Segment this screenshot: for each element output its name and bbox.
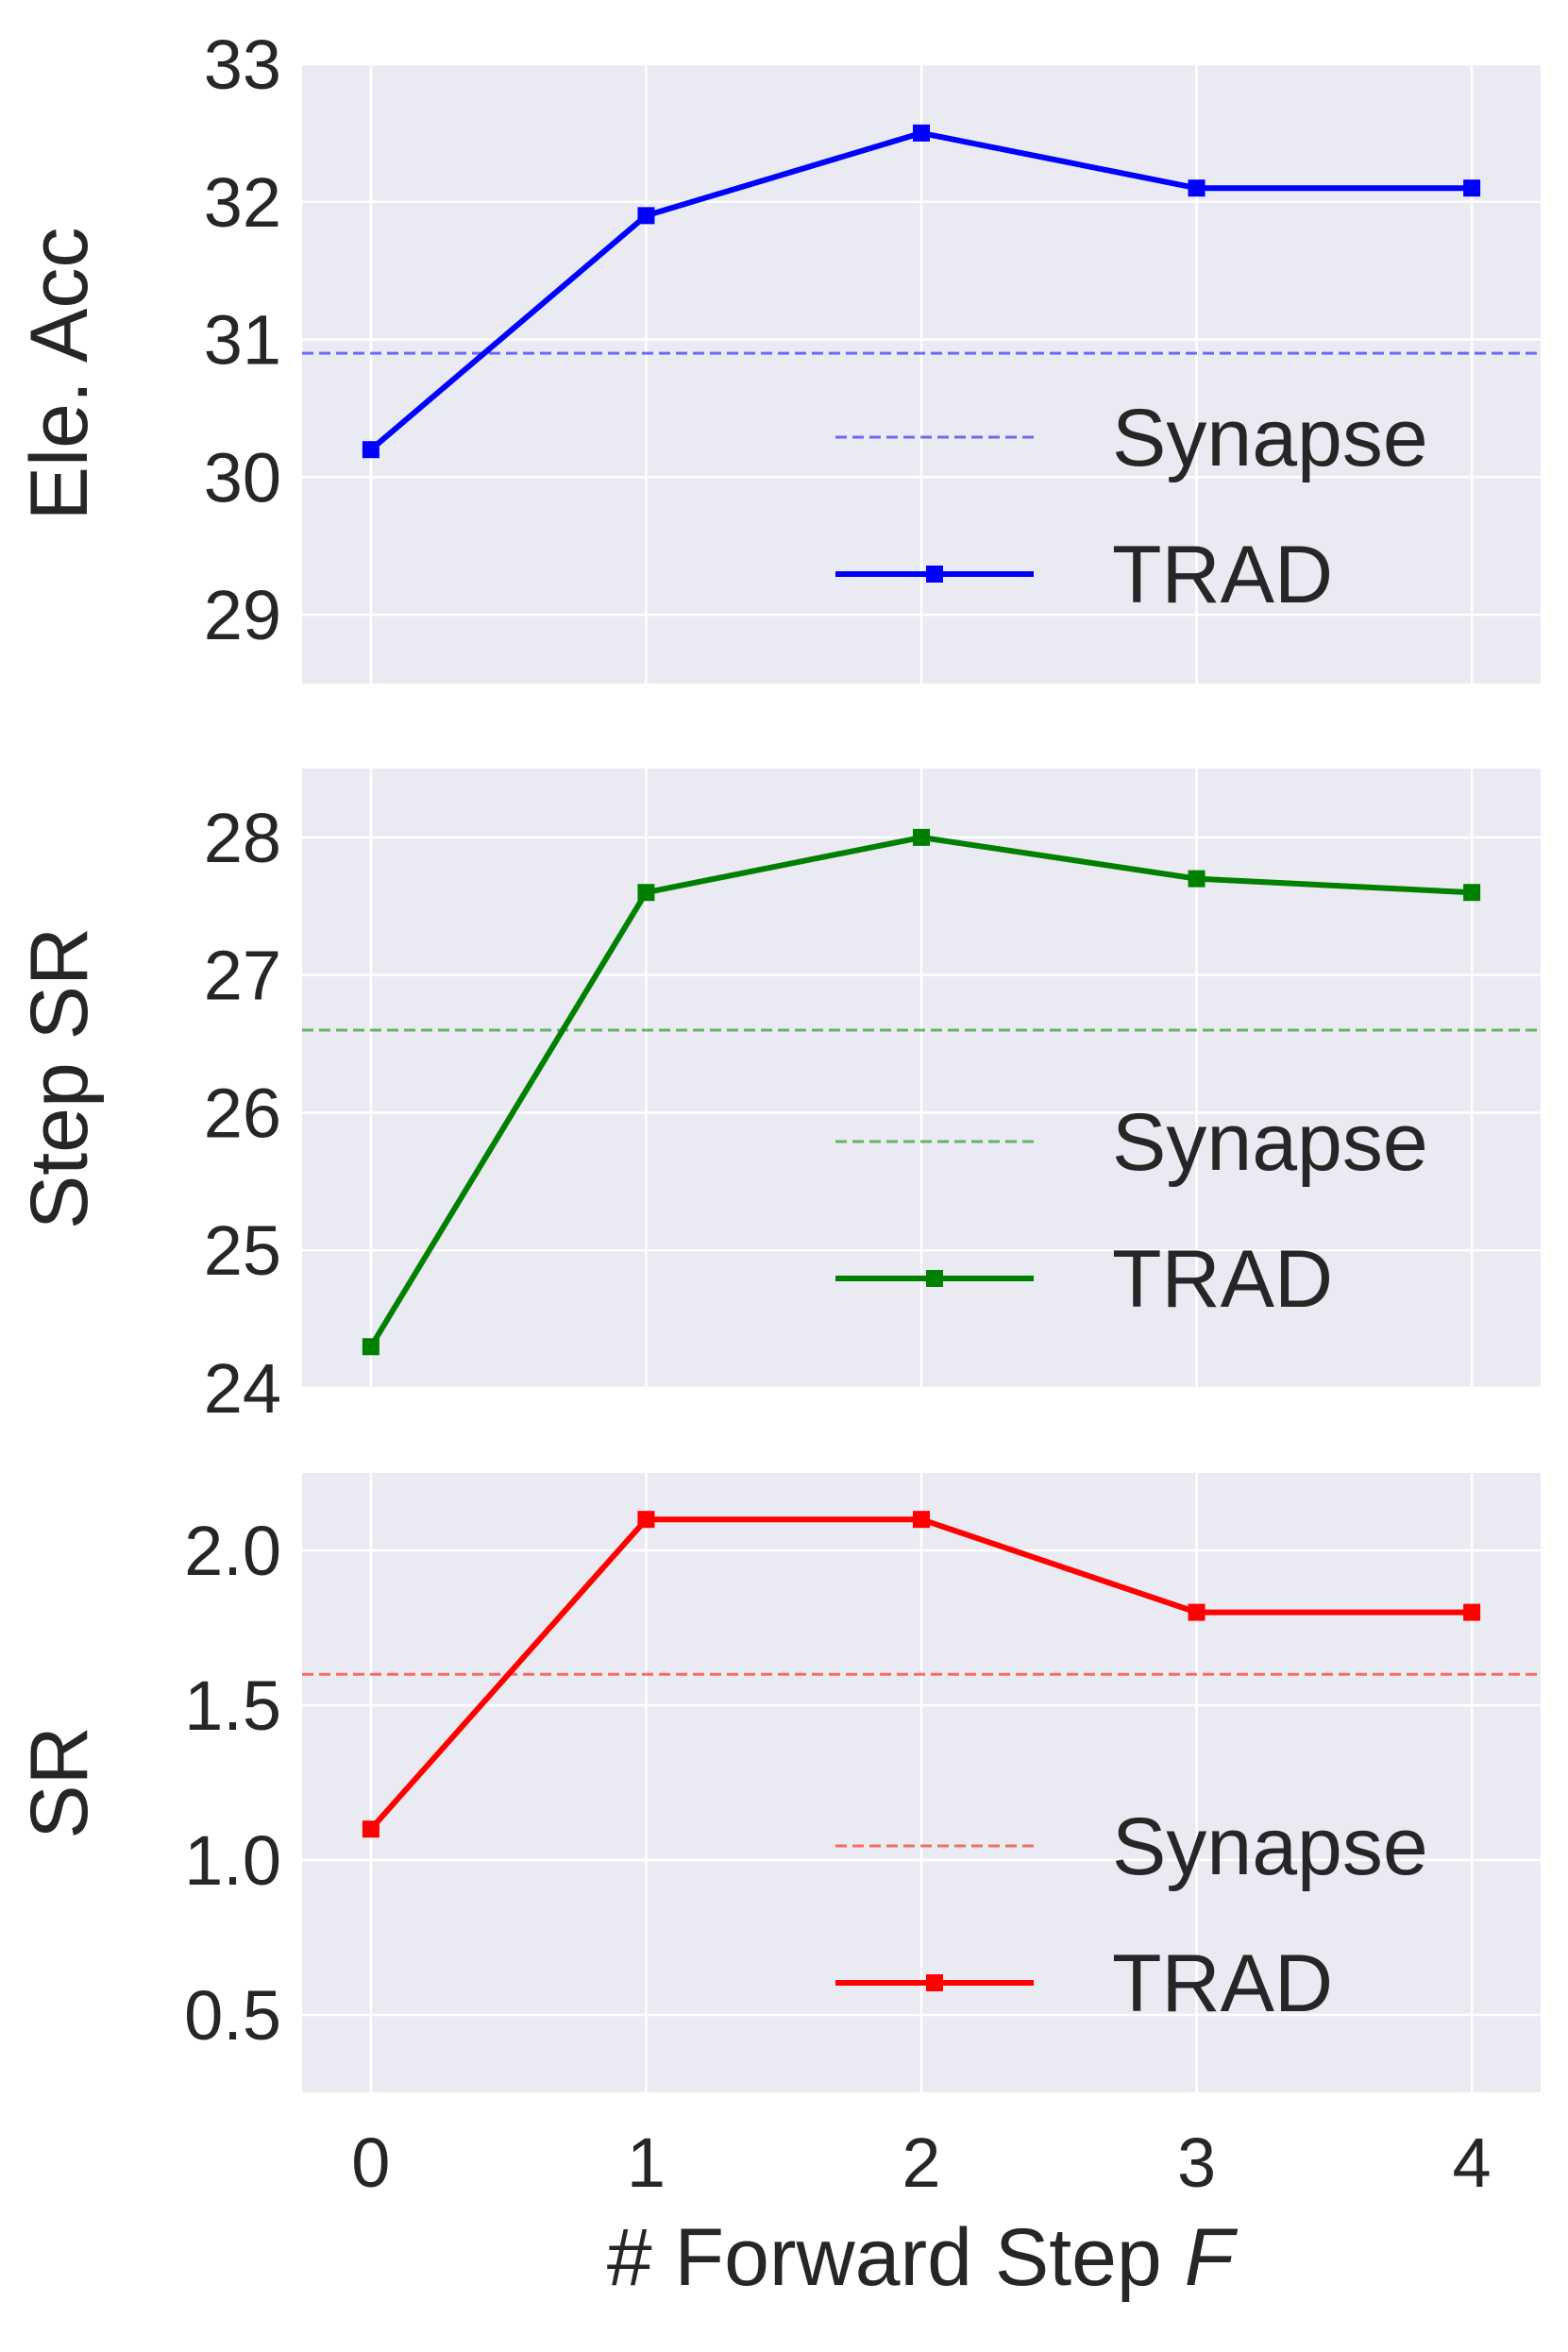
trad-marker: [913, 1511, 930, 1529]
legend-trad-marker: [926, 1974, 943, 1991]
trad-marker: [1188, 870, 1206, 888]
trad-marker: [362, 1820, 379, 1838]
trad-marker: [637, 884, 655, 902]
y-tick-label: 27: [204, 937, 281, 1015]
y-tick-label: 1.0: [184, 1821, 281, 1900]
trad-marker: [1463, 179, 1481, 197]
y-tick-label: 30: [204, 438, 281, 516]
legend-trad-marker: [926, 1270, 943, 1287]
y-axis-label: Ele. Acc: [14, 228, 105, 521]
y-tick-label: 1.5: [184, 1667, 281, 1745]
legend: Synapse TRAD: [835, 393, 1428, 620]
y-tick-label: 28: [204, 799, 281, 877]
x-axis-label-text: # Forward Step: [607, 2212, 1185, 2303]
legend: Synapse TRAD: [835, 1097, 1428, 1325]
panel-1: 29 30 31 32 33 Ele. Acc Synapse TRAD: [14, 25, 1541, 684]
legend-trad-label: TRAD: [1112, 1938, 1333, 2029]
trad-marker: [637, 1511, 655, 1529]
y-tick-label: 33: [204, 25, 281, 104]
x-tick-label: 1: [627, 2124, 666, 2202]
legend-trad-marker: [926, 566, 943, 583]
trad-marker: [1463, 1603, 1481, 1621]
x-axis-label: # Forward Step F: [607, 2212, 1239, 2303]
trad-marker: [913, 828, 930, 846]
y-tick-label: 26: [204, 1074, 281, 1152]
legend-synapse-label: Synapse: [1112, 1802, 1428, 1892]
trad-marker: [362, 1338, 379, 1356]
y-tick-label: 29: [204, 576, 281, 654]
trad-marker: [1188, 179, 1206, 197]
x-tick-label: 3: [1177, 2124, 1216, 2202]
x-tick-label: 4: [1453, 2124, 1492, 2202]
x-axis-label-variable: F: [1185, 2212, 1239, 2303]
x-tick-label: 2: [902, 2124, 940, 2202]
y-tick-label: 0.5: [184, 1976, 281, 2055]
trad-marker: [913, 124, 930, 142]
y-tick-label: 25: [204, 1211, 281, 1290]
legend-synapse-label: Synapse: [1112, 393, 1428, 483]
y-axis-label: Step SR: [14, 927, 105, 1229]
trad-marker: [1463, 884, 1481, 902]
legend-trad-label: TRAD: [1112, 530, 1333, 620]
y-tick-label: 2.0: [184, 1512, 281, 1590]
y-tick-label: 24: [204, 1349, 281, 1428]
legend-trad-label: TRAD: [1112, 1234, 1333, 1325]
legend-synapse-label: Synapse: [1112, 1097, 1428, 1188]
trad-marker: [637, 207, 655, 225]
panel-3: 0.5 1.0 1.5 2.0 SR Synapse TRAD: [14, 1473, 1541, 2092]
y-axis-label: SR: [14, 1726, 105, 1838]
trad-marker: [362, 441, 379, 459]
panel-2: 24 25 26 27 28 Step SR Synapse TRAD: [14, 769, 1541, 1428]
legend: Synapse TRAD: [835, 1802, 1428, 2029]
x-tick-label: 0: [351, 2124, 390, 2202]
y-tick-label: 31: [204, 301, 281, 380]
trad-marker: [1188, 1603, 1206, 1621]
y-tick-label: 32: [204, 163, 281, 242]
